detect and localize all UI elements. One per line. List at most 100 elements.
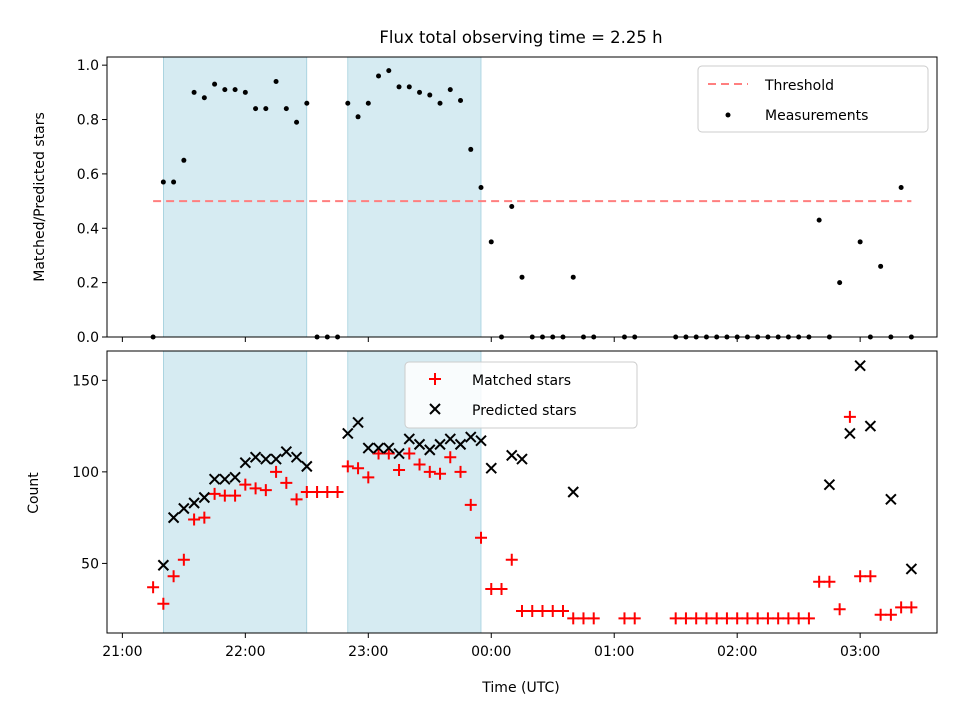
predicted-star-marker bbox=[424, 444, 436, 456]
y-tick-label: 150 bbox=[72, 373, 99, 389]
measurement-point bbox=[212, 81, 218, 87]
matched-star-marker bbox=[546, 605, 559, 618]
matched-star-marker bbox=[147, 581, 160, 594]
x-tick-label: 22:00 bbox=[225, 644, 265, 660]
y-tick-label: 0.6 bbox=[77, 167, 99, 183]
predicted-star-markers bbox=[157, 359, 918, 575]
predicted-star-marker bbox=[434, 438, 446, 451]
predicted-star-marker bbox=[403, 433, 415, 445]
matched-star-marker bbox=[802, 612, 815, 625]
predicted-star-marker bbox=[280, 446, 293, 458]
measurement-point bbox=[857, 239, 863, 245]
legend-predicted-label: Predicted stars bbox=[472, 403, 577, 419]
predicted-star-marker bbox=[188, 497, 200, 509]
predicted-star-marker bbox=[905, 563, 918, 575]
measurement-point bbox=[355, 114, 361, 120]
predicted-star-marker bbox=[506, 449, 518, 462]
predicted-star-marker bbox=[239, 456, 252, 469]
measurement-point bbox=[201, 95, 207, 101]
measurement-point bbox=[406, 84, 412, 90]
measurement-point bbox=[509, 204, 515, 210]
measurement-point bbox=[437, 100, 443, 106]
measurement-point bbox=[171, 179, 177, 185]
observing-window-shading bbox=[163, 56, 482, 338]
measurement-point bbox=[468, 146, 474, 152]
observing-window bbox=[163, 56, 308, 338]
matched-star-marker bbox=[761, 612, 774, 625]
predicted-star-marker bbox=[393, 447, 405, 460]
matched-star-marker bbox=[833, 603, 846, 616]
matched-star-marker bbox=[751, 612, 764, 625]
measurement-point bbox=[478, 184, 484, 190]
ratio-y-axis-label: Matched/Predicted stars bbox=[32, 112, 48, 282]
matched-star-marker bbox=[854, 570, 867, 583]
matched-star-marker bbox=[884, 608, 897, 621]
predicted-star-marker bbox=[270, 453, 282, 465]
matched-star-marker bbox=[208, 487, 221, 500]
matched-star-marker bbox=[864, 570, 877, 583]
predicted-star-marker bbox=[178, 502, 190, 515]
measurement-point bbox=[519, 274, 525, 280]
legend-matched-swatch bbox=[429, 373, 441, 385]
matched-star-marker bbox=[454, 465, 467, 478]
y-tick-label: 0.8 bbox=[77, 113, 99, 129]
matched-star-marker bbox=[556, 605, 569, 618]
predicted-star-marker bbox=[864, 420, 877, 432]
measurement-point bbox=[242, 89, 248, 95]
matched-star-marker bbox=[813, 575, 826, 588]
measurement-point bbox=[273, 78, 279, 84]
matched-star-marker bbox=[905, 601, 918, 614]
matched-star-marker bbox=[382, 447, 395, 460]
matched-star-marker bbox=[188, 513, 201, 526]
predicted-star-marker bbox=[444, 433, 456, 445]
matched-star-marker bbox=[218, 489, 231, 502]
matched-star-marker bbox=[475, 531, 488, 544]
ratio-panel: 0.0 0.2 0.4 0.6 0.8 1.0 Matched/Predicted sta… bbox=[32, 56, 938, 346]
y-tick-label: 100 bbox=[72, 465, 99, 481]
matched-star-marker bbox=[157, 597, 170, 610]
measurement-point bbox=[181, 157, 187, 163]
predicted-star-marker bbox=[567, 486, 579, 498]
count-plot-frame bbox=[106, 350, 938, 634]
predicted-star-marker bbox=[485, 462, 497, 474]
ratio-legend: Threshold Measurements bbox=[697, 65, 929, 133]
x-tick-label: 03:00 bbox=[840, 644, 880, 660]
predicted-star-marker bbox=[885, 493, 897, 506]
matched-star-marker bbox=[536, 605, 549, 618]
measurement-point bbox=[386, 68, 392, 74]
predicted-star-marker bbox=[516, 453, 528, 465]
predicted-star-marker bbox=[301, 460, 313, 473]
matched-star-marker bbox=[895, 601, 908, 614]
matched-star-marker bbox=[341, 460, 354, 473]
measurement-point bbox=[427, 92, 433, 98]
count-legend-box bbox=[404, 361, 638, 429]
predicted-star-marker bbox=[342, 427, 354, 440]
x-tick-label: 00:00 bbox=[471, 644, 511, 660]
matched-star-marker bbox=[516, 605, 528, 618]
predicted-star-marker bbox=[290, 451, 303, 463]
matched-star-marker bbox=[679, 612, 692, 625]
matched-star-marker bbox=[239, 478, 252, 491]
matched-star-marker bbox=[720, 612, 733, 625]
count-y-axis-ticks: 50 100 150 bbox=[72, 373, 107, 572]
y-tick-label: 0.2 bbox=[77, 276, 99, 292]
matched-star-marker bbox=[669, 612, 682, 625]
x-tick-label: 21:00 bbox=[102, 644, 142, 660]
matched-star-marker bbox=[618, 612, 631, 625]
measurement-point bbox=[304, 100, 310, 106]
predicted-star-marker bbox=[362, 442, 375, 454]
measurement-point bbox=[345, 100, 351, 106]
matched-star-marker bbox=[270, 465, 283, 478]
matched-star-marker bbox=[874, 608, 887, 621]
matched-star-marker bbox=[423, 465, 436, 478]
predicted-star-marker bbox=[219, 473, 231, 485]
matched-star-marker bbox=[505, 553, 518, 566]
matched-star-marker bbox=[198, 511, 211, 524]
legend-matched-label: Matched stars bbox=[472, 373, 571, 389]
matched-star-marker bbox=[372, 447, 385, 460]
measurement-point bbox=[365, 100, 371, 106]
matched-star-marker bbox=[413, 458, 426, 471]
measurement-point bbox=[253, 106, 259, 112]
measurement-point bbox=[570, 274, 576, 280]
